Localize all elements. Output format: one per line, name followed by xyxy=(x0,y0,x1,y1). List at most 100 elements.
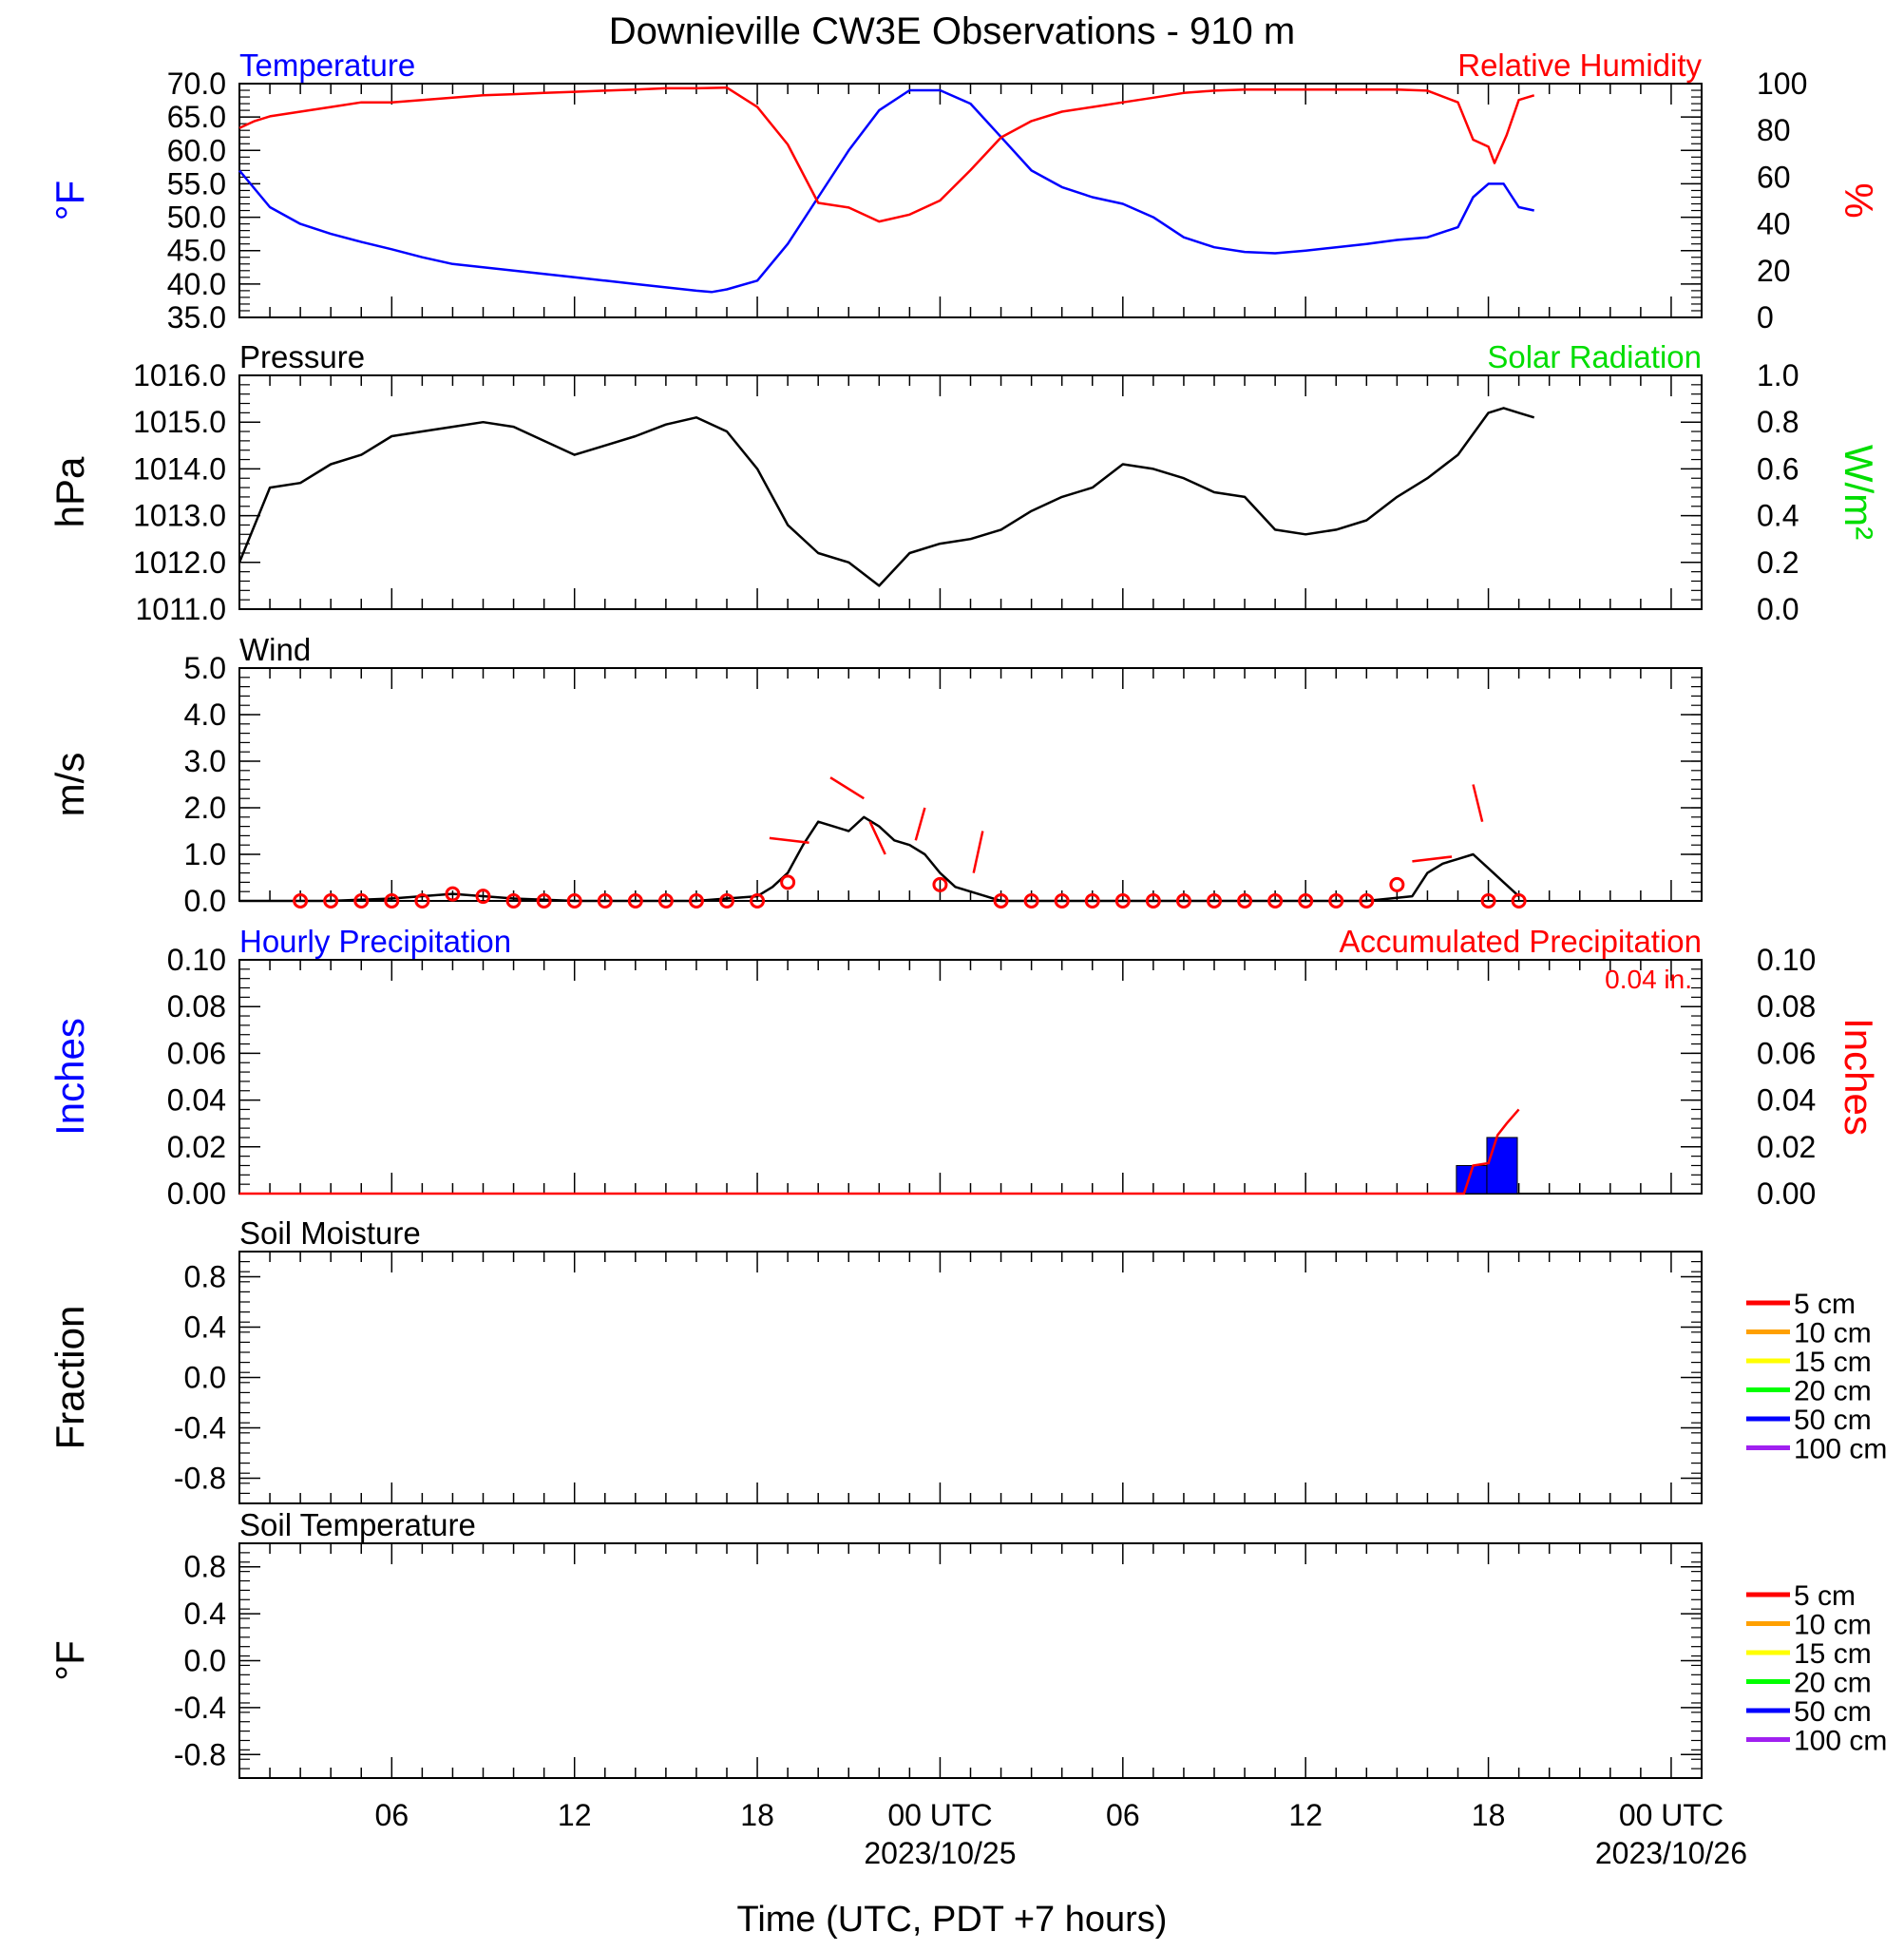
wind-direction-barb xyxy=(972,831,984,873)
wind-hourly-marker xyxy=(475,889,491,905)
y-right-tick-label: 0 xyxy=(1757,300,1774,335)
wind-hourly-marker xyxy=(657,893,674,909)
y-tick-label: -0.4 xyxy=(174,1411,226,1445)
legend-label: 10 cm xyxy=(1794,1610,1872,1641)
y-tick-label: 2.0 xyxy=(184,791,226,825)
y-tick-label: 0.4 xyxy=(184,1597,226,1631)
wind-hourly-marker xyxy=(1359,893,1375,909)
x-tick-label: 06 xyxy=(1106,1798,1140,1832)
panel-title-left: Pressure xyxy=(239,339,365,374)
wind-hourly-marker xyxy=(1054,893,1070,909)
x-axis: 06 12 18 00 UTC 2023/10/25 06 12 18 00 UTC 2023/1… xyxy=(375,1798,1748,1870)
series-line-pressure xyxy=(238,407,1535,587)
y-right-tick-label: 0.06 xyxy=(1757,1036,1816,1070)
y-right-tick-label: 0.8 xyxy=(1757,405,1799,439)
y-tick-label: 55.0 xyxy=(167,166,226,201)
wind-hourly-marker xyxy=(566,893,582,909)
y-tick-label: 3.0 xyxy=(184,744,226,778)
x-tick-label: 00 UTC xyxy=(1619,1798,1723,1832)
wind-hourly-marker xyxy=(688,893,704,909)
panel-pressure-solar: 1016.0 1015.0 1014.0 1013.0 1012.0 1011.0 1.0 0… xyxy=(48,339,1881,626)
y-right-tick-label: 1.0 xyxy=(1757,358,1799,392)
panels: 70.065.060.055.050.045.040.035.0 100 80 60 4… xyxy=(48,48,1887,1779)
y-tick-label: 0.4 xyxy=(184,1310,226,1345)
panel-title-right: Relative Humidity xyxy=(1457,48,1702,83)
y-tick-label: 60.0 xyxy=(167,133,226,167)
wind-direction-barb xyxy=(914,807,926,841)
y-tick-label: 0.0 xyxy=(184,1644,226,1678)
panel-title-left: Soil Temperature xyxy=(239,1507,476,1542)
y-tick-label: 1.0 xyxy=(184,837,226,871)
wind-hourly-marker xyxy=(323,893,339,909)
y-tick-label: 0.8 xyxy=(184,1260,226,1294)
y-right-tick-label: 60 xyxy=(1757,160,1791,194)
y-tick-label: 0.00 xyxy=(167,1176,226,1211)
panel-title-left: Hourly Precipitation xyxy=(239,924,511,959)
wind-direction-barb xyxy=(769,836,809,844)
legend-label: 15 cm xyxy=(1794,1347,1872,1378)
y-right-tick-label: 20 xyxy=(1757,254,1791,288)
wind-hourly-marker xyxy=(597,893,613,909)
legend-label: 15 cm xyxy=(1794,1638,1872,1670)
legend-label: 5 cm xyxy=(1794,1580,1856,1612)
y-tick-label: 0.0 xyxy=(184,884,226,918)
x-tick-date: 2023/10/25 xyxy=(864,1836,1016,1870)
wind-hourly-marker xyxy=(1145,893,1161,909)
panel-precipitation: 0.10 0.08 0.06 0.04 0.02 0.00 0.10 0.08 0.06 0.04… xyxy=(48,924,1881,1211)
y-right-tick-label: 0.4 xyxy=(1757,499,1799,533)
y-axis-label-right: % xyxy=(1837,182,1881,218)
wind-hourly-marker xyxy=(1298,893,1314,909)
y-right-tick-label: 0.02 xyxy=(1757,1130,1816,1164)
y-right-tick-label: 0.2 xyxy=(1757,545,1799,580)
y-tick-label: 1013.0 xyxy=(133,499,226,533)
wind-hourly-marker xyxy=(1389,876,1405,892)
panel-title-left: Temperature xyxy=(239,48,415,83)
wind-hourly-marker xyxy=(719,893,734,909)
x-tick-label: 18 xyxy=(740,1798,774,1832)
y-tick-label: 1015.0 xyxy=(133,405,226,439)
wind-hourly-marker xyxy=(1023,893,1039,909)
wind-hourly-marker xyxy=(1480,893,1496,909)
panel-temperature-humidity: 70.065.060.055.050.045.040.035.0 100 80 60 4… xyxy=(48,48,1881,335)
y-axis-label-right: W/m² xyxy=(1837,445,1881,540)
y-right-tick-label: 0.6 xyxy=(1757,451,1799,486)
y-right-tick-label: 80 xyxy=(1757,113,1791,147)
wind-direction-barb xyxy=(868,821,886,855)
y-tick-label: 1011.0 xyxy=(136,592,227,626)
y-axis-label-left: m/s xyxy=(48,753,92,817)
y-right-tick-label: 100 xyxy=(1757,67,1807,101)
y-tick-label: 50.0 xyxy=(167,201,226,235)
y-tick-label: 0.04 xyxy=(167,1083,226,1118)
y-axis-label-left: °F xyxy=(48,181,92,220)
legend-label: 10 cm xyxy=(1794,1318,1872,1349)
panel-soil-moisture: 0.8 0.4 0.0 -0.4 -0.8 Soil Moisture Fraction 5 … xyxy=(48,1215,1887,1504)
wind-hourly-marker xyxy=(1207,893,1222,909)
wind-hourly-marker xyxy=(1267,893,1284,909)
wind-hourly-marker xyxy=(932,876,948,892)
y-tick-label: 1012.0 xyxy=(133,545,226,580)
wind-hourly-marker xyxy=(1084,893,1100,909)
y-tick-label: -0.8 xyxy=(174,1737,226,1771)
y-tick-label: 0.06 xyxy=(167,1036,226,1070)
y-tick-label: 65.0 xyxy=(167,100,226,134)
legend-label: 100 cm xyxy=(1794,1434,1887,1465)
y-tick-label: 0.02 xyxy=(167,1130,226,1164)
x-tick-label: 12 xyxy=(1288,1798,1323,1832)
wind-hourly-marker xyxy=(1237,893,1253,909)
y-tick-label: 0.08 xyxy=(167,989,226,1023)
panel-wind: 5.0 4.0 3.0 2.0 1.0 0.0 Wind m/s xyxy=(48,632,1703,918)
panel-title-right: Accumulated Precipitation xyxy=(1339,924,1702,959)
y-tick-label: 35.0 xyxy=(167,300,226,335)
wind-hourly-marker xyxy=(384,893,400,909)
y-tick-label: 45.0 xyxy=(167,234,226,268)
panel-title-left: Soil Moisture xyxy=(239,1215,421,1251)
x-axis-label: Time (UTC, PDT +7 hours) xyxy=(737,1900,1168,1940)
y-right-tick-label: 0.0 xyxy=(1757,592,1799,626)
wind-hourly-marker xyxy=(293,893,309,909)
accumulated-total-annotation: 0.04 in. xyxy=(1605,965,1692,994)
wind-direction-barb xyxy=(1412,855,1453,863)
wind-hourly-marker xyxy=(353,893,370,909)
y-right-tick-label: 0.10 xyxy=(1757,943,1816,977)
y-tick-label: 40.0 xyxy=(167,267,226,301)
y-right-tick-label: 0.04 xyxy=(1757,1083,1816,1118)
